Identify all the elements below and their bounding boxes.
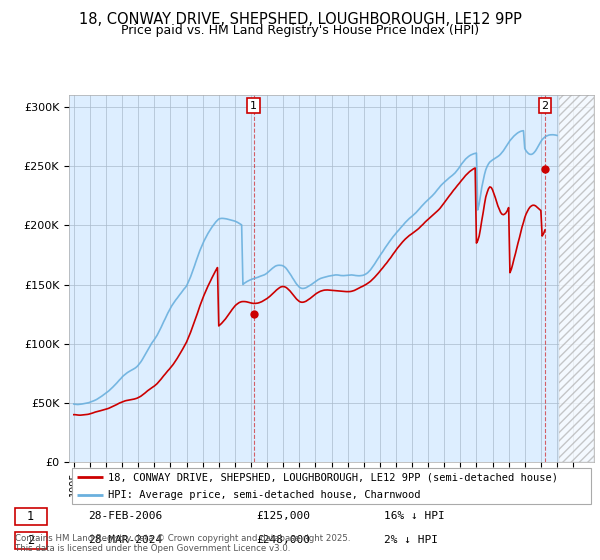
FancyBboxPatch shape <box>15 532 47 549</box>
Text: £248,000: £248,000 <box>256 535 310 545</box>
Text: 18, CONWAY DRIVE, SHEPSHED, LOUGHBOROUGH, LE12 9PP: 18, CONWAY DRIVE, SHEPSHED, LOUGHBOROUGH… <box>79 12 521 27</box>
Text: 16% ↓ HPI: 16% ↓ HPI <box>385 511 445 521</box>
Text: 28-MAR-2024: 28-MAR-2024 <box>88 535 162 545</box>
Text: 2: 2 <box>27 534 34 547</box>
Text: 28-FEB-2006: 28-FEB-2006 <box>88 511 162 521</box>
Text: 18, CONWAY DRIVE, SHEPSHED, LOUGHBOROUGH, LE12 9PP (semi-detached house): 18, CONWAY DRIVE, SHEPSHED, LOUGHBOROUGH… <box>109 472 559 482</box>
Text: Price paid vs. HM Land Registry's House Price Index (HPI): Price paid vs. HM Land Registry's House … <box>121 24 479 36</box>
Text: HPI: Average price, semi-detached house, Charnwood: HPI: Average price, semi-detached house,… <box>109 490 421 500</box>
Text: Contains HM Land Registry data © Crown copyright and database right 2025.
This d: Contains HM Land Registry data © Crown c… <box>15 534 350 553</box>
FancyBboxPatch shape <box>71 468 592 505</box>
Text: 1: 1 <box>250 101 257 111</box>
Text: 1: 1 <box>27 510 34 523</box>
Text: 2: 2 <box>541 101 548 111</box>
FancyBboxPatch shape <box>15 508 47 525</box>
Text: £125,000: £125,000 <box>256 511 310 521</box>
Text: 2% ↓ HPI: 2% ↓ HPI <box>385 535 439 545</box>
